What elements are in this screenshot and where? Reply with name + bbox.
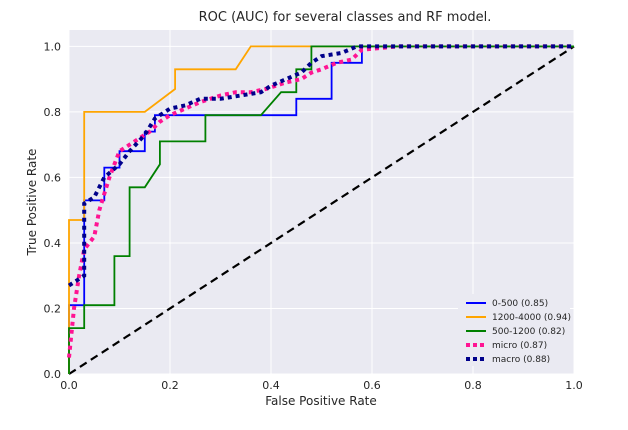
series-line-4	[67, 44, 574, 288]
y-tick-label: 0.4	[44, 237, 62, 250]
y-axis-label: True Positive Rate	[25, 149, 39, 257]
legend-label-1: 1200-4000 (0.94)	[492, 313, 571, 323]
x-tick-label: 0.8	[464, 379, 482, 392]
reference-diagonal	[68, 45, 575, 375]
y-tick-label: 0.6	[44, 171, 62, 184]
series-line-3	[67, 44, 574, 358]
series-line-1	[68, 45, 574, 374]
legend-label-0: 0-500 (0.85)	[492, 299, 548, 309]
y-tick-label: 0.8	[44, 106, 62, 119]
tick-labels: 0.0 0.2 0.4 0.6 0.8 1.0 0.0 0.2 0.4 0.6 0.8 1.0	[44, 40, 583, 392]
grid-lines	[68, 30, 575, 375]
x-tick-label: 1.0	[565, 379, 583, 392]
legend-label-4: macro (0.88)	[492, 355, 550, 365]
x-axis-label: False Positive Rate	[265, 394, 377, 408]
y-tick-label: 0.0	[44, 368, 62, 381]
y-tick-label: 1.0	[44, 40, 62, 53]
x-tick-label: 0.6	[363, 379, 381, 392]
legend-label-3: micro (0.87)	[492, 341, 547, 351]
legend-label-2: 500-1200 (0.82)	[492, 327, 565, 337]
x-tick-label: 0.2	[161, 379, 179, 392]
x-tick-label: 0.0	[60, 379, 78, 392]
chart-title: ROC (AUC) for several classes and RF mod…	[199, 10, 492, 25]
series-layer	[67, 44, 575, 375]
y-tick-label: 0.2	[44, 302, 62, 315]
legend: 0-500 (0.85) 1200-4000 (0.94) 500-1200 (0.…	[458, 294, 571, 366]
x-tick-label: 0.4	[262, 379, 280, 392]
